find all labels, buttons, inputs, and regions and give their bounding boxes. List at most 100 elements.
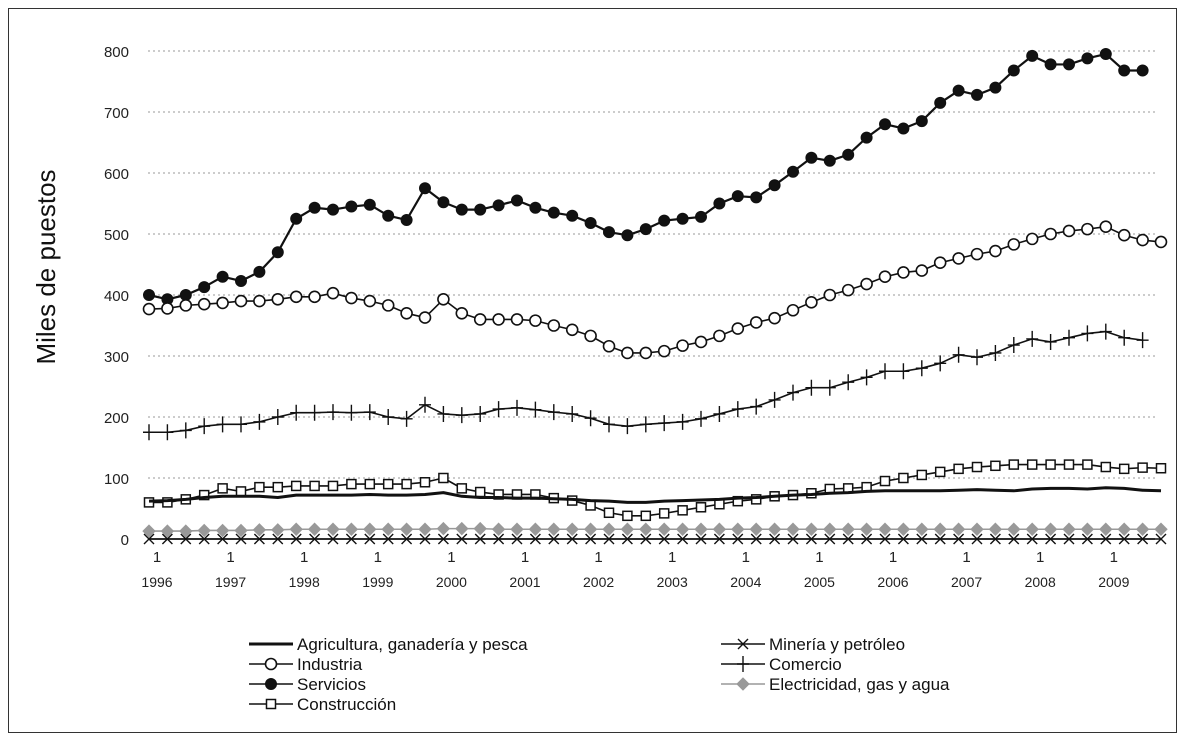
data-point (1026, 49, 1039, 62)
legend-item: Construcción (249, 695, 396, 714)
data-point (474, 203, 487, 216)
data-point (695, 533, 707, 545)
data-point (345, 200, 358, 213)
data-point (1081, 52, 1094, 65)
data-point (621, 418, 634, 435)
data-point (769, 533, 781, 545)
series-industria (142, 220, 1168, 360)
data-point (1117, 522, 1131, 536)
legend-label: Agricultura, ganadería y pesca (297, 635, 528, 654)
data-point (767, 522, 782, 536)
data-point (436, 521, 451, 536)
series-miner-a-y-petr-leo (143, 533, 1167, 545)
legend-marker (737, 656, 749, 672)
data-point (162, 497, 173, 508)
data-point (731, 322, 745, 335)
data-point (990, 460, 1001, 472)
legend-label: Comercio (769, 655, 842, 674)
data-point (345, 291, 358, 305)
data-point (970, 247, 984, 261)
data-point (768, 179, 781, 192)
data-point (1081, 222, 1094, 236)
data-point (603, 416, 615, 433)
data-point (1044, 58, 1057, 71)
x-tick-year: 2001 (509, 574, 540, 590)
data-point (805, 151, 818, 164)
data-point (584, 410, 597, 427)
series-electricidad-gas-y-agua (142, 521, 1168, 538)
data-point (657, 522, 671, 536)
data-point (731, 401, 744, 418)
data-point (640, 510, 652, 522)
data-point (363, 198, 376, 211)
data-point (823, 379, 836, 396)
data-point (474, 533, 486, 545)
data-point (677, 533, 689, 545)
data-point (327, 480, 339, 492)
data-point (290, 404, 303, 421)
data-point (1025, 232, 1039, 246)
data-point (842, 374, 855, 391)
data-point (879, 118, 891, 131)
data-point (677, 505, 688, 516)
data-point (1007, 522, 1021, 536)
data-point (290, 480, 302, 492)
data-point (971, 461, 983, 473)
data-point (640, 533, 652, 545)
data-point (1063, 533, 1075, 545)
data-point (399, 522, 414, 536)
series-agricultura-ganader-a-y-pesca (148, 486, 1162, 504)
data-point (621, 346, 634, 360)
data-point (474, 486, 486, 498)
data-point (217, 483, 228, 494)
data-point (897, 122, 910, 135)
data-point (989, 344, 1002, 361)
data-point (585, 500, 596, 511)
data-point (381, 522, 395, 536)
data-point (1062, 224, 1076, 238)
data-point (327, 533, 339, 545)
legend-label: Industria (297, 655, 363, 674)
data-point (217, 533, 229, 545)
data-point (289, 290, 303, 304)
data-point (1154, 522, 1168, 536)
data-point (713, 197, 726, 210)
data-point (1063, 329, 1075, 346)
data-point (695, 410, 707, 427)
data-point (364, 533, 376, 545)
data-point (915, 115, 928, 128)
x-tick-year: 2006 (877, 574, 908, 590)
data-point (179, 524, 193, 538)
data-point (603, 226, 615, 239)
data-point (474, 405, 487, 422)
series-comercio (143, 323, 1149, 441)
data-point (400, 213, 413, 226)
data-point (309, 533, 321, 545)
legend-marker (265, 678, 277, 690)
data-point (529, 201, 542, 214)
data-point (676, 212, 689, 225)
data-point (1118, 329, 1131, 346)
data-point (658, 214, 671, 227)
data-point (971, 533, 983, 545)
data-point (824, 533, 836, 545)
data-point (584, 329, 597, 343)
data-point (989, 244, 1002, 258)
data-point (1100, 533, 1112, 545)
data-point (529, 533, 541, 545)
data-point (308, 290, 321, 304)
data-point (639, 346, 653, 360)
data-point (565, 323, 579, 337)
data-point (787, 384, 799, 401)
data-point (989, 533, 1001, 545)
data-point (197, 523, 211, 538)
x-tick-quarter: 1 (1036, 549, 1044, 566)
data-point (271, 246, 284, 259)
y-tick-label: 800 (104, 44, 129, 61)
data-point (345, 533, 357, 545)
data-point (1099, 220, 1113, 233)
data-point (547, 522, 561, 536)
x-tick-quarter: 1 (226, 549, 234, 566)
data-point (381, 299, 395, 312)
data-point (676, 413, 689, 430)
